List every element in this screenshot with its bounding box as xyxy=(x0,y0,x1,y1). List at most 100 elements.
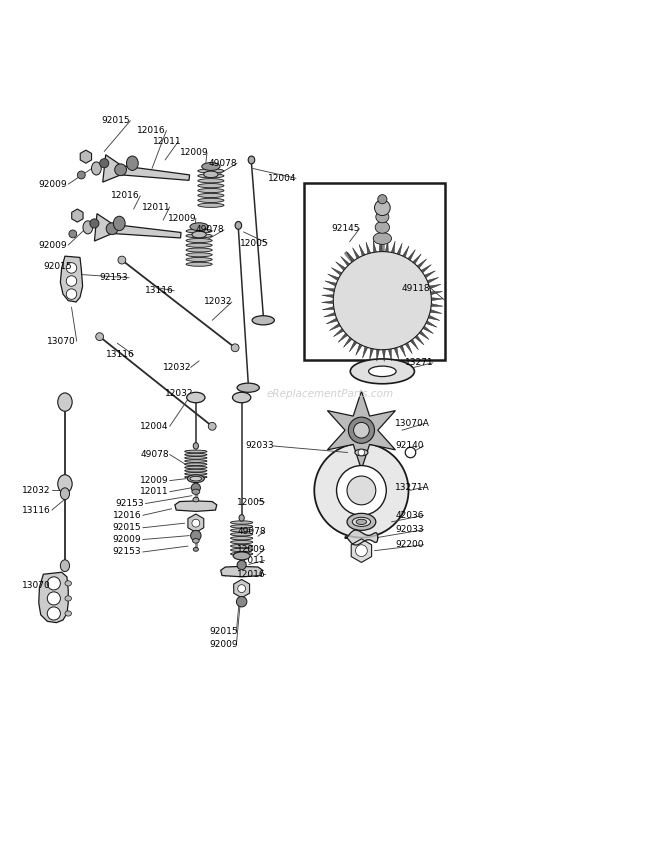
Circle shape xyxy=(333,252,432,349)
Circle shape xyxy=(100,159,109,167)
Polygon shape xyxy=(346,252,354,262)
Text: 49078: 49078 xyxy=(196,225,224,235)
Circle shape xyxy=(347,476,376,505)
Polygon shape xyxy=(323,313,335,317)
Ellipse shape xyxy=(204,171,218,178)
Ellipse shape xyxy=(198,189,224,193)
Circle shape xyxy=(77,171,85,179)
Polygon shape xyxy=(397,243,402,255)
Polygon shape xyxy=(327,274,339,280)
Ellipse shape xyxy=(347,513,376,530)
Text: 92015: 92015 xyxy=(209,626,238,636)
Circle shape xyxy=(374,200,390,216)
Ellipse shape xyxy=(239,514,244,521)
Ellipse shape xyxy=(369,366,396,377)
Polygon shape xyxy=(429,284,441,289)
Polygon shape xyxy=(338,333,348,343)
Polygon shape xyxy=(432,298,444,301)
Ellipse shape xyxy=(186,248,213,252)
Ellipse shape xyxy=(252,315,275,325)
Ellipse shape xyxy=(193,443,199,449)
Circle shape xyxy=(236,597,247,607)
Polygon shape xyxy=(417,259,426,268)
Ellipse shape xyxy=(193,539,199,543)
Ellipse shape xyxy=(235,222,242,230)
Ellipse shape xyxy=(248,156,255,164)
Ellipse shape xyxy=(58,393,72,411)
Ellipse shape xyxy=(96,332,104,341)
Text: 12009: 12009 xyxy=(180,148,208,157)
Ellipse shape xyxy=(92,162,101,175)
Text: 92009: 92009 xyxy=(39,179,67,189)
Text: 49078: 49078 xyxy=(140,450,169,459)
Text: 13116: 13116 xyxy=(22,506,51,514)
Ellipse shape xyxy=(192,231,207,238)
Ellipse shape xyxy=(185,460,207,462)
Ellipse shape xyxy=(230,548,253,552)
Text: 12032: 12032 xyxy=(163,363,191,372)
Circle shape xyxy=(358,449,365,456)
Text: 12009: 12009 xyxy=(140,476,169,485)
Text: 49078: 49078 xyxy=(237,526,266,536)
Ellipse shape xyxy=(185,456,207,459)
Text: 92140: 92140 xyxy=(395,441,424,451)
Polygon shape xyxy=(427,277,439,283)
Polygon shape xyxy=(321,295,334,298)
Circle shape xyxy=(48,592,60,605)
Polygon shape xyxy=(103,155,189,182)
Ellipse shape xyxy=(198,203,224,207)
Polygon shape xyxy=(72,209,83,222)
Text: 12016: 12016 xyxy=(113,511,141,520)
Text: 92153: 92153 xyxy=(115,499,144,508)
Ellipse shape xyxy=(198,193,224,197)
Text: 92200: 92200 xyxy=(395,541,424,549)
Circle shape xyxy=(238,585,246,592)
Text: 12011: 12011 xyxy=(140,487,169,496)
Ellipse shape xyxy=(186,258,213,262)
Ellipse shape xyxy=(202,162,220,170)
Polygon shape xyxy=(220,566,263,577)
Circle shape xyxy=(405,447,416,457)
Text: 49078: 49078 xyxy=(209,159,238,167)
Polygon shape xyxy=(385,240,388,252)
Ellipse shape xyxy=(60,488,69,500)
Ellipse shape xyxy=(230,529,253,532)
Circle shape xyxy=(66,275,77,286)
Ellipse shape xyxy=(185,453,207,456)
Ellipse shape xyxy=(185,476,207,479)
Polygon shape xyxy=(175,501,216,512)
Text: 49118: 49118 xyxy=(402,285,430,293)
Text: 92145: 92145 xyxy=(331,224,360,233)
Polygon shape xyxy=(428,315,440,320)
Ellipse shape xyxy=(190,476,202,481)
Ellipse shape xyxy=(373,233,391,244)
Polygon shape xyxy=(326,318,338,324)
Text: 12016: 12016 xyxy=(111,191,139,201)
Polygon shape xyxy=(430,309,442,314)
Ellipse shape xyxy=(230,544,253,547)
Ellipse shape xyxy=(65,596,71,601)
Polygon shape xyxy=(234,580,249,598)
Text: 12005: 12005 xyxy=(240,239,269,247)
Circle shape xyxy=(348,417,374,444)
Ellipse shape xyxy=(230,552,253,556)
Ellipse shape xyxy=(198,184,224,188)
Ellipse shape xyxy=(230,533,253,536)
Text: 92015: 92015 xyxy=(101,116,129,125)
Ellipse shape xyxy=(355,449,368,456)
Ellipse shape xyxy=(118,256,126,264)
Ellipse shape xyxy=(185,473,207,475)
Circle shape xyxy=(356,545,368,557)
Polygon shape xyxy=(400,345,406,357)
Polygon shape xyxy=(343,337,352,348)
Polygon shape xyxy=(394,348,399,360)
Polygon shape xyxy=(405,343,412,354)
Polygon shape xyxy=(351,539,372,563)
Text: 13271: 13271 xyxy=(405,359,434,367)
Text: 13116: 13116 xyxy=(106,350,135,360)
Ellipse shape xyxy=(376,211,389,223)
Text: 42036: 42036 xyxy=(395,511,424,520)
Ellipse shape xyxy=(186,234,213,238)
Ellipse shape xyxy=(114,216,125,230)
Polygon shape xyxy=(362,347,368,358)
